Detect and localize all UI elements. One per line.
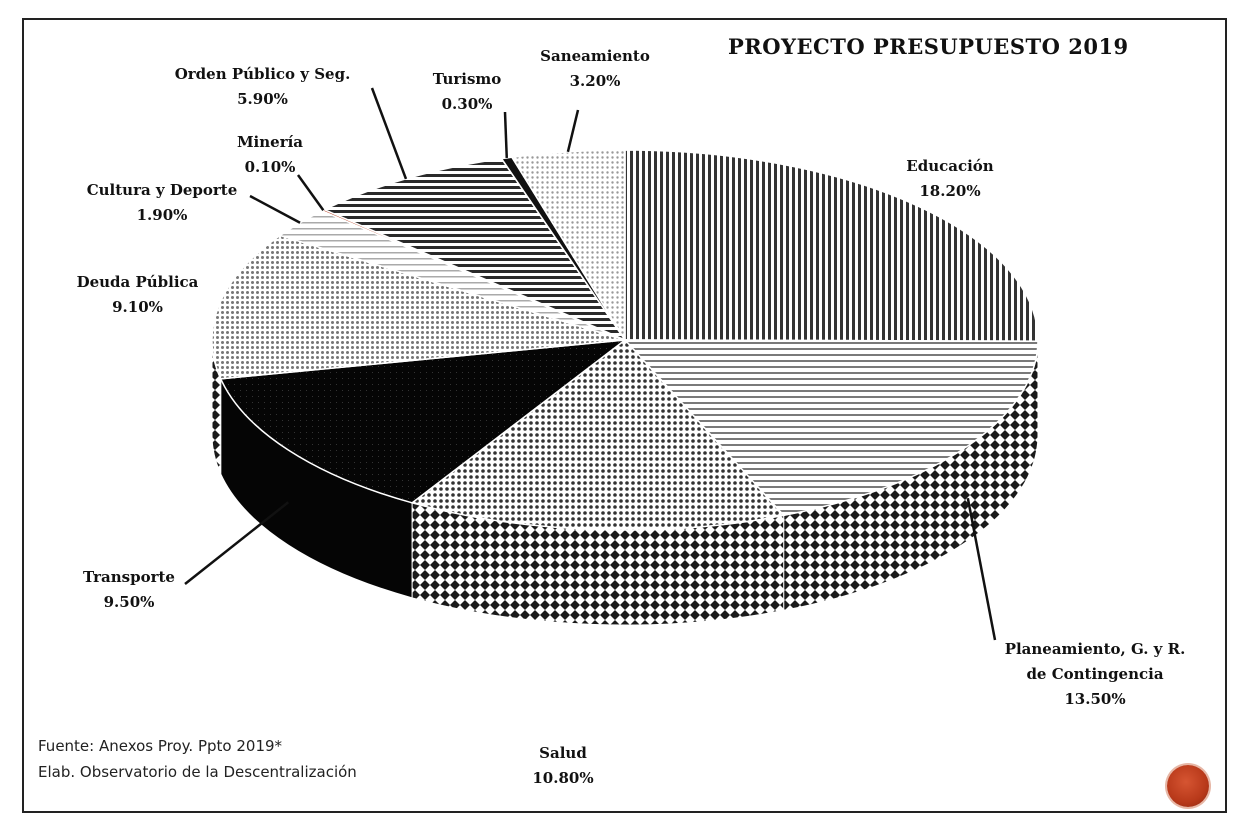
slice-value: 5.90% xyxy=(237,90,288,108)
pie-slice-3 xyxy=(219,339,628,504)
slice-name: Cultura y Deporte xyxy=(86,181,238,199)
slice-value: 13.50% xyxy=(1064,690,1126,708)
leader-line-1 xyxy=(966,497,997,641)
slice-label-mineria: Minería 0.10% xyxy=(215,130,325,180)
slice-label-transporte: Transporte 9.50% xyxy=(66,565,192,615)
leader-line-3 xyxy=(184,501,290,585)
slice-label-deuda-publica: Deuda Pública 9.10% xyxy=(55,270,220,320)
source-note: Fuente: Anexos Proy. Ppto 2019* Elab. Ob… xyxy=(38,733,357,785)
slice-value: 10.80% xyxy=(532,769,594,787)
pie-slice-1 xyxy=(623,339,1039,517)
leader-line-9 xyxy=(566,109,580,153)
slice-name-line2: de Contingencia xyxy=(1026,665,1164,683)
slice-value: 9.10% xyxy=(112,298,163,316)
slice-label-saneamiento: Saneamiento 3.20% xyxy=(520,44,670,94)
slice-name: Deuda Pública xyxy=(76,273,199,291)
slice-value: 0.10% xyxy=(244,158,296,176)
slice-name: Minería xyxy=(236,133,304,151)
slice-name: Orden Público y Seg. xyxy=(174,65,351,83)
slice-name-line1: Planeamiento, G. y R. xyxy=(1004,640,1186,658)
leader-line-6 xyxy=(296,174,325,211)
chart-title: PROYECTO PRESUPUESTO 2019 xyxy=(728,34,1129,59)
pie-slice-7 xyxy=(322,157,628,342)
slice-name: Salud xyxy=(539,744,587,762)
slice-value: 3.20% xyxy=(569,72,621,90)
slice-value: 1.90% xyxy=(136,206,188,224)
slice-label-educacion: Educación 18.20% xyxy=(890,154,1010,204)
pie-slice-2 xyxy=(410,338,786,531)
leader-line-5 xyxy=(249,194,301,224)
pie-slice-9 xyxy=(510,149,626,343)
pie-slice-4 xyxy=(211,234,626,380)
brand-logo xyxy=(1167,765,1209,807)
source-line-2: Elab. Observatorio de la Descentralizaci… xyxy=(38,763,357,781)
slice-name: Saneamiento xyxy=(540,47,650,65)
slice-value: 0.30% xyxy=(441,95,493,113)
slice-label-orden-publico: Orden Público y Seg. 5.90% xyxy=(150,62,375,112)
pie-slice-0 xyxy=(624,149,1039,342)
source-line-1: Fuente: Anexos Proy. Ppto 2019* xyxy=(38,737,283,755)
slice-label-cultura-deporte: Cultura y Deporte 1.90% xyxy=(62,178,262,228)
slice-name: Transporte xyxy=(83,568,175,586)
slice-name: Turismo xyxy=(432,70,502,88)
slice-label-salud: Salud 10.80% xyxy=(503,741,623,791)
leader-line-7 xyxy=(370,87,408,180)
slice-value: 9.50% xyxy=(103,593,155,611)
leader-line-8 xyxy=(503,111,509,158)
slice-label-turismo: Turismo 0.30% xyxy=(412,67,522,117)
slice-value: 18.20% xyxy=(919,182,981,200)
slice-name: Educación xyxy=(906,157,994,175)
slice-label-planeamiento: Planeamiento, G. y R. de Contingencia 13… xyxy=(975,637,1215,712)
